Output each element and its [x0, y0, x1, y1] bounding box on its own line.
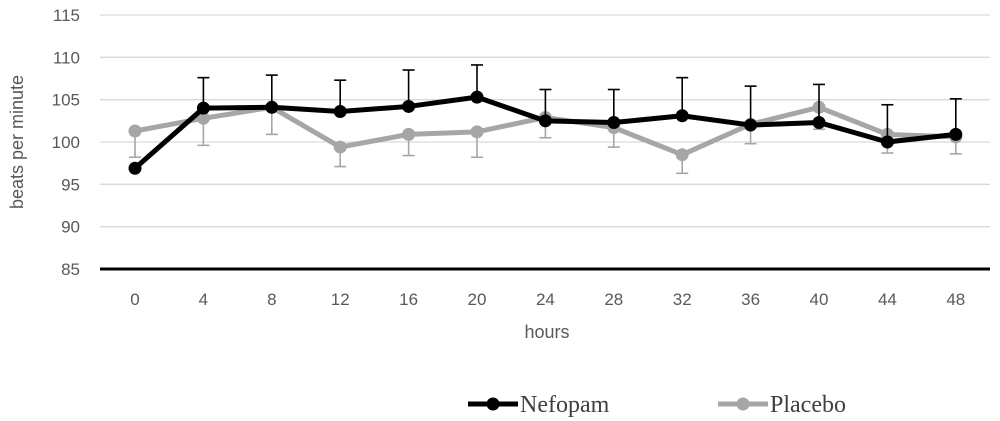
data-point	[196, 101, 210, 115]
y-axis-label: beats per minute	[7, 75, 27, 209]
data-point	[402, 99, 416, 113]
data-point	[675, 109, 689, 123]
data-point	[333, 140, 347, 154]
x-tick-label: 8	[267, 290, 276, 309]
legend-item-nefopam: Nefopam	[468, 392, 610, 418]
data-point	[949, 127, 963, 141]
legend-swatch-marker	[486, 397, 500, 411]
legend-label: Nefopam	[520, 392, 610, 418]
data-point	[470, 125, 484, 139]
series-layer	[128, 64, 963, 175]
x-tick-label: 20	[468, 290, 487, 309]
data-point	[128, 124, 142, 138]
y-tick-label: 95	[61, 175, 80, 194]
x-axis-label: hours	[524, 322, 569, 342]
x-tick-label: 48	[946, 290, 965, 309]
data-point	[538, 114, 552, 128]
data-point	[265, 100, 279, 114]
series-nefopam	[128, 64, 963, 175]
legend-item-placebo: Placebo	[718, 392, 846, 418]
x-axis-ticks: 0 4 8 12 16 20 24 28 32 36 40 44 48	[130, 290, 965, 309]
gridlines	[100, 14, 990, 228]
x-tick-label: 28	[604, 290, 623, 309]
y-tick-label: 100	[52, 133, 80, 152]
data-point	[744, 118, 758, 132]
x-tick-label: 12	[331, 290, 350, 309]
x-tick-label: 40	[810, 290, 829, 309]
data-point	[470, 90, 484, 104]
x-tick-label: 36	[741, 290, 760, 309]
y-tick-label: 110	[53, 48, 80, 67]
data-point	[128, 161, 142, 175]
data-point	[675, 148, 689, 162]
data-point	[333, 105, 347, 119]
data-point	[402, 127, 416, 141]
y-tick-label: 105	[52, 91, 80, 110]
x-tick-label: 4	[199, 290, 208, 309]
x-tick-label: 24	[536, 290, 555, 309]
x-tick-label: 0	[130, 290, 139, 309]
y-tick-label: 90	[61, 218, 80, 237]
legend-swatch-marker	[736, 397, 750, 411]
y-tick-label: 85	[61, 260, 80, 279]
data-point	[607, 116, 621, 130]
data-point	[880, 135, 894, 149]
legend: Nefopam Placebo	[468, 392, 846, 418]
x-tick-label: 16	[399, 290, 418, 309]
y-tick-label: 115	[53, 6, 80, 25]
legend-label: Placebo	[770, 392, 846, 418]
x-tick-label: 32	[673, 290, 692, 309]
y-axis-ticks: 85 90 95 100 105 110 115	[52, 6, 80, 279]
data-point	[812, 116, 826, 130]
data-point	[196, 111, 210, 125]
x-tick-label: 44	[878, 290, 897, 309]
